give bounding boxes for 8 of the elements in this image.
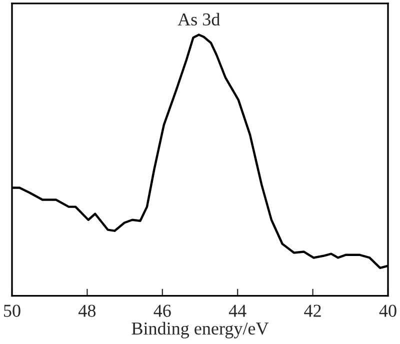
annotation: As 3d: [178, 12, 220, 26]
x-axis-title: Binding energy/eV: [132, 322, 269, 338]
x-tick-label: 44: [228, 304, 246, 317]
x-tick-label: 48: [78, 304, 96, 317]
x-tick-label: 42: [304, 304, 321, 317]
x-tick-label: 50: [4, 304, 20, 317]
x-tick-label: 40: [379, 304, 396, 317]
x-tick-label: 46: [154, 304, 171, 317]
